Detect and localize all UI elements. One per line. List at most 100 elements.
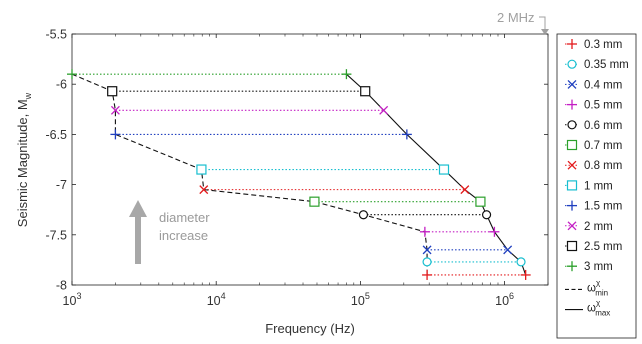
series-point-3-0 [419,226,430,237]
series-point-1-1-shape [516,257,526,267]
y-axis-label-sub: w [23,92,33,100]
series-point-0-0 [422,269,433,280]
series-point-9-1 [379,105,389,115]
series-point-1-0-shape [422,257,432,267]
legend-label-11: 3 mm [584,261,613,273]
series-point-3-1 [489,226,500,237]
legend-marker-10 [566,240,578,252]
series-point-9-1-d2 [379,105,389,115]
x-tick-label-base: 10 [351,294,365,308]
legend-omega: ω [587,282,596,294]
x-tick-label: 104 [207,291,226,308]
series-point-7-0-shape [196,164,207,175]
legend-marker-1-shape [567,59,577,69]
legend-marker-5-shape [566,139,578,151]
series-point-6-0 [199,185,209,195]
series-point-8-1 [401,129,412,140]
y-axis-label: Seismic Magnitude, Mw [15,92,33,227]
legend-label-1: 0.35 mm [584,59,629,71]
diameter-increase-annotation: diameter increase [129,200,210,264]
legend-marker-5 [566,139,578,151]
x-tick-label-exp: 4 [221,291,226,301]
boundary-line-min [71,73,428,275]
x-tick-label-base: 10 [63,294,77,308]
x-tick-label: 105 [351,291,370,308]
series-point-6-1 [460,185,470,195]
series-point-5-0-shape [309,196,320,207]
legend-label-boundary-max: ωχ max [587,299,610,318]
legend-label-8: 1.5 mm [584,201,622,213]
legend-label-boundary-min: ωχ min [587,278,608,297]
series-point-9-0 [110,105,120,115]
series-markers [67,69,531,280]
series-point-4-1-shape [481,210,492,220]
y-tick-label: -6 [56,78,67,92]
series-lines [72,73,526,276]
legend-marker-10-shape [566,240,578,252]
diameter-arrow-shaft [135,216,141,264]
series-point-4-1 [481,210,492,220]
series-point-5-1 [475,196,486,207]
legend-omega-sup: χ [596,299,601,308]
series-point-7-0 [196,164,207,175]
legend-label-3: 0.5 mm [584,100,622,112]
x-tick-label-base: 10 [495,294,509,308]
series-point-7-1-shape [438,164,450,175]
legend-marker-7-shape [566,180,578,191]
y-axis-label-main: Seismic Magnitude, M [15,99,30,227]
legend-marker-9-d2 [567,221,577,231]
y-tick-label: -5.5 [45,28,67,42]
series-point-11-1 [341,69,352,80]
series-point-10-1 [360,86,371,97]
annotation-2mhz: 2 MHz [497,10,549,35]
x-axis-label: Frequency (Hz) [265,321,355,336]
legend-omega-sub: max [595,309,610,318]
annotation-2mhz-label: 2 MHz [497,10,535,25]
series-point-9-0-d2 [110,105,120,115]
x-tick-label: 103 [63,291,82,308]
annotation-diameter-line1: diameter [159,210,210,225]
annotation-2mhz-arrowhead [541,29,549,35]
series-point-11-0 [67,69,77,80]
legend-label-4: 0.6 mm [584,120,622,132]
series-point-1-1 [516,257,526,267]
series-point-0-1 [520,269,531,280]
legend-omega-sup: χ [596,278,601,287]
svg-text:Seismic Magnitude, Mw: Seismic Magnitude, Mw [15,92,33,227]
series-point-10-1-shape [360,86,371,97]
series-point-2-1 [503,245,513,255]
series-point-2-0 [422,245,432,255]
series-point-5-1-shape [475,196,486,207]
legend-label-6: 0.8 mm [584,160,622,172]
series-point-10-0 [107,86,118,97]
x-tick-label-exp: 5 [365,291,370,301]
legend-marker-8 [567,200,577,211]
legend-marker-6 [567,160,577,170]
series-point-2-1-d2 [503,245,513,255]
legend-label-7: 1 mm [584,180,613,192]
annotation-diameter-line2: increase [159,228,208,243]
legend-marker-4-shape [567,120,577,130]
series-point-2-0-d2 [422,245,432,255]
series-point-10-0-shape [107,86,118,97]
series-point-4-0-shape [358,210,369,220]
series-point-8-0 [110,129,121,140]
legend-marker-2-d2 [567,79,577,89]
legend-marker-4 [567,120,577,130]
series-point-6-0-d2 [199,185,209,195]
legend-marker-9 [567,221,577,231]
legend-label-5: 0.7 mm [584,140,622,152]
legend-marker-11 [567,261,577,272]
legend-label-2: 0.4 mm [584,79,622,91]
legend: 0.3 mm 0.35 mm 0.4 mm 0.5 mm 0.6 mm 0.7 mm 0.8… [556,33,637,339]
series-point-6-1-d2 [460,185,470,195]
legend-label-0: 0.3 mm [584,39,622,51]
legend-marker-6-d2 [567,160,577,170]
axis-ticks: 103 104 105 106-8-7.5-7-6.5-6-5.5 [45,28,549,308]
legend-label-9: 2 mm [584,221,613,233]
x-tick-label-exp: 6 [509,291,514,301]
series-point-4-0 [358,210,369,220]
series-point-7-1 [438,164,450,175]
y-tick-label: -8 [56,279,67,293]
